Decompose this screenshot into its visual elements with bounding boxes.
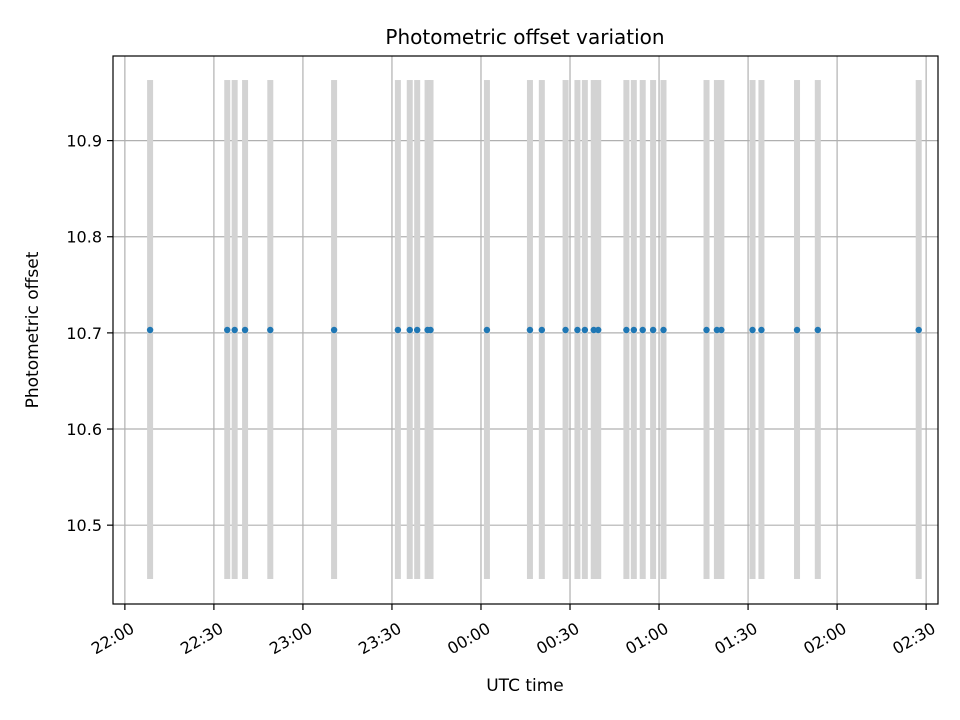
data-point: [146, 326, 154, 334]
data-point: [639, 326, 646, 334]
y-tick-label: 10.9: [66, 132, 102, 151]
data-point: [538, 326, 546, 334]
data-point: [718, 326, 725, 334]
y-tick-label: 10.8: [66, 228, 102, 247]
y-tick-label: 10.7: [66, 324, 102, 343]
y-tick-label: 10.6: [66, 420, 102, 439]
data-point: [574, 326, 581, 334]
data-point: [590, 326, 597, 334]
data-points: [146, 326, 922, 334]
data-point: [581, 326, 589, 334]
chart-title: Photometric offset variation: [385, 25, 664, 49]
data-point: [713, 326, 721, 334]
data-point: [749, 326, 756, 334]
data-point: [793, 326, 801, 334]
data-point: [427, 326, 434, 334]
data-point: [623, 326, 630, 334]
data-point: [915, 326, 922, 334]
data-point: [649, 326, 657, 334]
data-point: [703, 326, 710, 334]
data-point: [330, 326, 338, 334]
x-axis-label: UTC time: [486, 676, 564, 696]
data-point: [394, 326, 402, 334]
data-point: [406, 326, 413, 334]
data-point: [562, 326, 569, 334]
grid: [113, 56, 938, 604]
data-point: [630, 326, 638, 334]
y-tick-label: 10.5: [66, 516, 102, 535]
data-point: [413, 326, 421, 334]
data-point: [595, 326, 602, 334]
data-point: [224, 326, 231, 334]
data-point: [267, 326, 274, 334]
y-axis-ticks: 10.5 10.6 10.7 10.8 10.9: [66, 132, 113, 535]
data-point: [526, 326, 534, 334]
data-point: [241, 326, 249, 334]
y-axis-label: Photometric offset: [23, 251, 43, 408]
plot-frame: [112, 55, 939, 605]
data-point: [483, 326, 491, 334]
data-point: [231, 326, 238, 334]
data-point: [660, 326, 667, 334]
data-point: [758, 326, 765, 334]
data-point: [814, 326, 822, 334]
